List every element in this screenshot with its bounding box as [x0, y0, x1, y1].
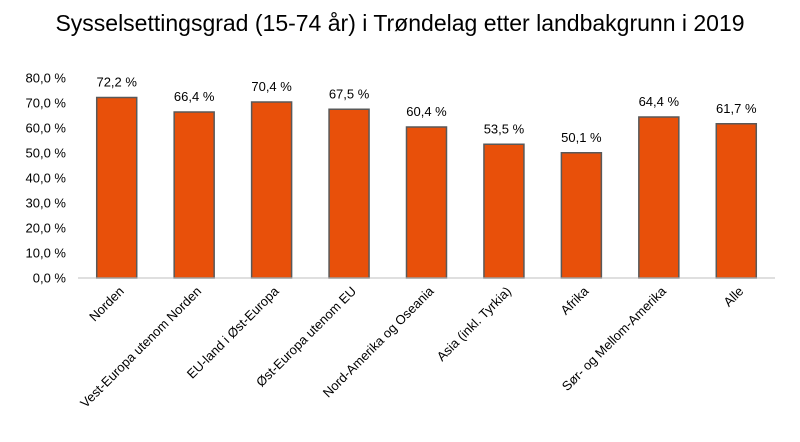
y-tick-label: 60,0 %: [26, 121, 67, 136]
bar: [638, 116, 680, 279]
y-tick-label: 80,0 %: [26, 71, 67, 86]
y-axis: 0,0 % 10,0 % 20,0 % 30,0 % 40,0 % 50,0 % 60,0 …: [26, 71, 67, 286]
y-tick-label: 30,0 %: [26, 196, 67, 211]
bar: [483, 143, 525, 279]
category-label: Afrika: [557, 283, 592, 318]
data-label: 50,1 %: [561, 130, 602, 145]
data-label: 60,4 %: [406, 104, 447, 119]
data-label: 70,4 %: [251, 79, 292, 94]
y-tick-label: 70,0 %: [26, 96, 67, 111]
y-tick-label: 40,0 %: [26, 171, 67, 186]
y-tick-label: 20,0 %: [26, 221, 67, 236]
bar: [95, 96, 138, 279]
data-label: 72,2 %: [96, 75, 137, 90]
data-label: 66,4 %: [174, 89, 215, 104]
bar: [250, 101, 293, 279]
data-label: 53,5 %: [484, 121, 525, 136]
data-label: 64,4 %: [639, 94, 680, 109]
y-tick-label: 10,0 %: [26, 246, 67, 261]
y-tick-label: 0,0 %: [33, 271, 67, 286]
bar: [328, 108, 370, 279]
bar: [560, 152, 603, 279]
category-label: Alle: [720, 284, 746, 310]
bar: [173, 111, 215, 279]
bars: 72,2 % 66,4 % 70,4 % 67,5 % 60,4 % 53,5 % 50,1…: [95, 75, 758, 279]
bar: [405, 126, 448, 279]
data-label: 61,7 %: [716, 101, 757, 116]
chart-title: Sysselsettingsgrad (15-74 år) i Trøndela…: [55, 10, 745, 36]
bar: [715, 123, 758, 279]
category-label: Asia (inkl. Tyrkia): [434, 284, 514, 364]
y-tick-label: 50,0 %: [26, 146, 67, 161]
data-label: 67,5 %: [329, 86, 370, 101]
category-label: Norden: [86, 284, 127, 325]
